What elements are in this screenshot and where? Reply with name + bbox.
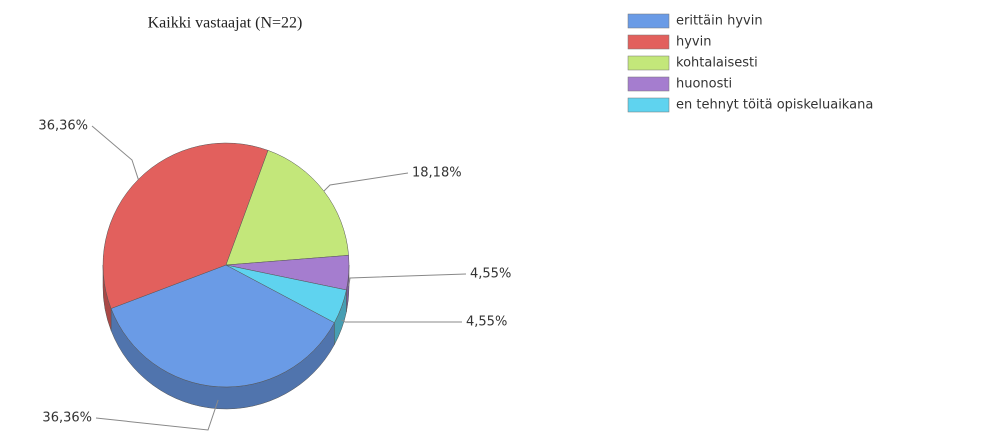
legend-label: en tehnyt töitä opiskeluaikana — [676, 98, 873, 113]
data-label: 36,36% — [38, 119, 88, 134]
pie-slice — [225, 264, 347, 323]
legend-swatch — [627, 13, 670, 29]
pie-slice — [225, 150, 349, 266]
data-label: 4,55% — [466, 315, 507, 330]
leader-line — [91, 125, 139, 180]
legend-label: kohtalaisesti — [676, 56, 758, 71]
legend-swatch — [627, 97, 670, 113]
data-label: 18,18% — [412, 166, 462, 181]
pie-slice — [102, 142, 269, 309]
legend-label: huonosti — [676, 77, 732, 92]
legend-label: erittäin hyvin — [676, 14, 763, 29]
leader-line — [323, 172, 409, 192]
data-label: 4,55% — [470, 267, 511, 282]
legend-label: hyvin — [676, 35, 711, 50]
chart-title: Kaikki vastaajat (N=22) — [148, 15, 303, 32]
leader-line — [95, 399, 219, 431]
leader-line — [341, 319, 462, 323]
legend-swatch — [627, 34, 670, 50]
data-label: 36,36% — [42, 411, 92, 426]
leader-line — [348, 273, 467, 287]
pie-slice — [110, 264, 335, 388]
legend-swatch — [627, 55, 670, 71]
legend-swatch — [627, 76, 670, 92]
